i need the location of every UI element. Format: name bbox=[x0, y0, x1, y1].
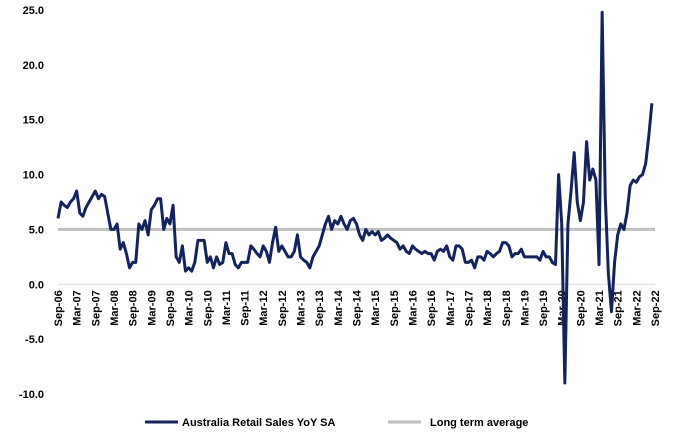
legend-label: Australia Retail Sales YoY SA bbox=[182, 417, 336, 429]
y-tick-label: -10.0 bbox=[19, 389, 44, 401]
x-tick-label: Mar-18 bbox=[482, 290, 494, 325]
x-tick-label: Sep-13 bbox=[314, 290, 326, 326]
x-tick-label: Sep-08 bbox=[128, 290, 140, 326]
x-tick-label: Mar-17 bbox=[445, 290, 457, 325]
x-tick-label: Sep-18 bbox=[501, 290, 513, 326]
x-tick-label: Sep-12 bbox=[277, 290, 289, 326]
x-tick-label: Mar-14 bbox=[333, 289, 345, 325]
x-tick-label: Mar-07 bbox=[72, 290, 84, 325]
x-tick-label: Mar-11 bbox=[221, 290, 233, 325]
y-tick-label: 25.0 bbox=[23, 5, 44, 17]
x-tick-label: Sep-10 bbox=[202, 290, 214, 326]
x-tick-label: Sep-21 bbox=[613, 290, 625, 326]
x-tick-label: Mar-22 bbox=[631, 290, 643, 325]
y-tick-label: 0.0 bbox=[29, 279, 44, 291]
x-tick-label: Mar-21 bbox=[594, 290, 606, 325]
x-tick-label: Mar-13 bbox=[296, 290, 308, 325]
x-tick-label: Mar-15 bbox=[370, 290, 382, 325]
x-tick-label: Sep-07 bbox=[90, 290, 102, 326]
x-tick-label: Sep-22 bbox=[650, 290, 662, 326]
series-line bbox=[56, 10, 654, 385]
x-tick-label: Sep-06 bbox=[53, 290, 65, 326]
y-tick-label: 20.0 bbox=[23, 60, 44, 72]
x-tick-label: Sep-11 bbox=[240, 290, 252, 325]
y-tick-label: 5.0 bbox=[29, 224, 44, 236]
x-tick-label: Sep-19 bbox=[538, 290, 550, 326]
x-tick-label: Sep-09 bbox=[165, 290, 177, 326]
x-tick-label: Mar-09 bbox=[146, 290, 158, 325]
x-tick-label: Mar-10 bbox=[184, 290, 196, 325]
y-tick-label: 15.0 bbox=[23, 115, 44, 127]
y-tick-label: -5.0 bbox=[25, 334, 44, 346]
x-tick-label: Mar-08 bbox=[109, 290, 121, 325]
x-tick-label: Mar-12 bbox=[258, 290, 270, 325]
y-tick-label: 10.0 bbox=[23, 170, 44, 182]
x-tick-label: Mar-19 bbox=[519, 290, 531, 325]
x-tick-label: Sep-14 bbox=[352, 289, 364, 326]
x-tick-label: Mar-16 bbox=[407, 290, 419, 325]
x-tick-label: Sep-16 bbox=[426, 290, 438, 326]
x-tick-label: Sep-20 bbox=[575, 290, 587, 326]
legend-label: Long term average bbox=[430, 417, 528, 429]
x-tick-label: Sep-17 bbox=[463, 290, 475, 326]
x-tick-label: Sep-15 bbox=[389, 290, 401, 326]
